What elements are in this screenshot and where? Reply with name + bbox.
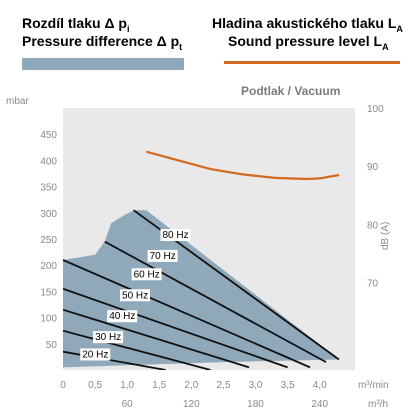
x-top-tick-label: 3,0 xyxy=(249,380,263,391)
frequency-label-60hz: 60 Hz xyxy=(134,269,160,280)
right-tick-label: 90 xyxy=(367,162,379,173)
left-tick-label: 300 xyxy=(40,209,57,220)
right-tick-label: 100 xyxy=(367,104,384,115)
frequency-line-30hz xyxy=(63,329,211,370)
axis-ticks-layer: 50 100 150 200 250 300 350 400 450 70 80 90 100 0 0,5 1… xyxy=(40,104,384,410)
frequency-label-bg-30hz xyxy=(93,331,124,344)
frequency-line-20hz xyxy=(63,350,166,370)
frequency-label-20hz: 20 Hz xyxy=(82,349,108,360)
sound-level-layer xyxy=(146,150,340,181)
legend-pressure-swatch xyxy=(22,58,184,70)
legend-sound-en: Sound pressure level LA xyxy=(228,33,389,52)
x-top-tick-label: 1,0 xyxy=(120,380,134,391)
sound-level-line xyxy=(146,150,340,181)
right-tick-label: 70 xyxy=(367,279,379,290)
pressure-region xyxy=(63,210,339,368)
left-tick-label: 400 xyxy=(40,156,57,167)
frequency-label-bg-40hz xyxy=(107,310,138,323)
frequency-label-30hz: 30 Hz xyxy=(95,332,121,343)
x-bottom-unit: m³/h xyxy=(368,399,388,410)
frequency-label-bg-50hz xyxy=(120,289,151,302)
frequency-label-bg-80hz xyxy=(160,229,191,241)
frequency-label-40hz: 40 Hz xyxy=(109,311,135,322)
x-top-tick-label: 0 xyxy=(60,380,66,391)
left-axis-unit: mbar xyxy=(6,96,29,107)
legend-sound-swatch xyxy=(224,61,400,64)
x-bottom-tick-label: 240 xyxy=(311,399,328,410)
x-top-tick-label: 2,0 xyxy=(184,380,198,391)
x-top-tick-label: 4,0 xyxy=(313,380,327,391)
x-bottom-tick-label: 60 xyxy=(122,399,134,410)
left-tick-label: 100 xyxy=(40,314,57,325)
right-tick-label: 80 xyxy=(367,220,379,231)
legend-pressure-cz: Rozdíl tlaku Δ pi xyxy=(22,15,129,34)
left-tick-label: 450 xyxy=(40,130,57,141)
x-top-tick-label: 0,5 xyxy=(88,380,102,391)
x-top-tick-label: 3,5 xyxy=(281,380,295,391)
frequency-line-70hz xyxy=(104,240,327,363)
legend-sound-cz: Hladina akustického tlaku LA xyxy=(212,15,403,34)
frequency-lines-layer xyxy=(63,209,340,370)
legend-pressure-en: Pressure difference Δ pt xyxy=(22,33,182,52)
frequency-label-bg-60hz xyxy=(131,268,162,281)
frequency-labels-layer: 20 Hz 30 Hz 40 Hz 50 Hz 60 Hz 70 Hz 80 Hz xyxy=(80,229,191,361)
frequency-line-40hz xyxy=(63,308,250,369)
frequency-label-bg-20hz xyxy=(80,348,111,361)
x-bottom-tick-label: 120 xyxy=(183,399,200,410)
frequency-label-50hz: 50 Hz xyxy=(122,290,148,301)
left-tick-label: 350 xyxy=(40,183,57,194)
frequency-label-bg-70hz xyxy=(147,249,178,262)
chart-title: Podtlak / Vacuum xyxy=(241,84,340,98)
frequency-line-60hz xyxy=(63,259,311,369)
x-top-tick-label: 2,5 xyxy=(216,380,230,391)
right-axis-unit: dB (A) xyxy=(380,222,391,250)
left-tick-label: 50 xyxy=(46,340,58,351)
left-tick-label: 200 xyxy=(40,261,57,272)
frequency-line-50hz xyxy=(63,287,288,369)
left-tick-label: 150 xyxy=(40,287,57,298)
pressure-region-layer xyxy=(63,210,339,368)
frequency-label-70hz: 70 Hz xyxy=(150,251,176,262)
x-bottom-tick-label: 180 xyxy=(247,399,264,410)
x-top-unit: m³/min xyxy=(358,380,389,391)
left-tick-label: 250 xyxy=(40,235,57,246)
frequency-label-80hz: 80 Hz xyxy=(162,230,188,241)
x-top-tick-label: 1,5 xyxy=(152,380,166,391)
